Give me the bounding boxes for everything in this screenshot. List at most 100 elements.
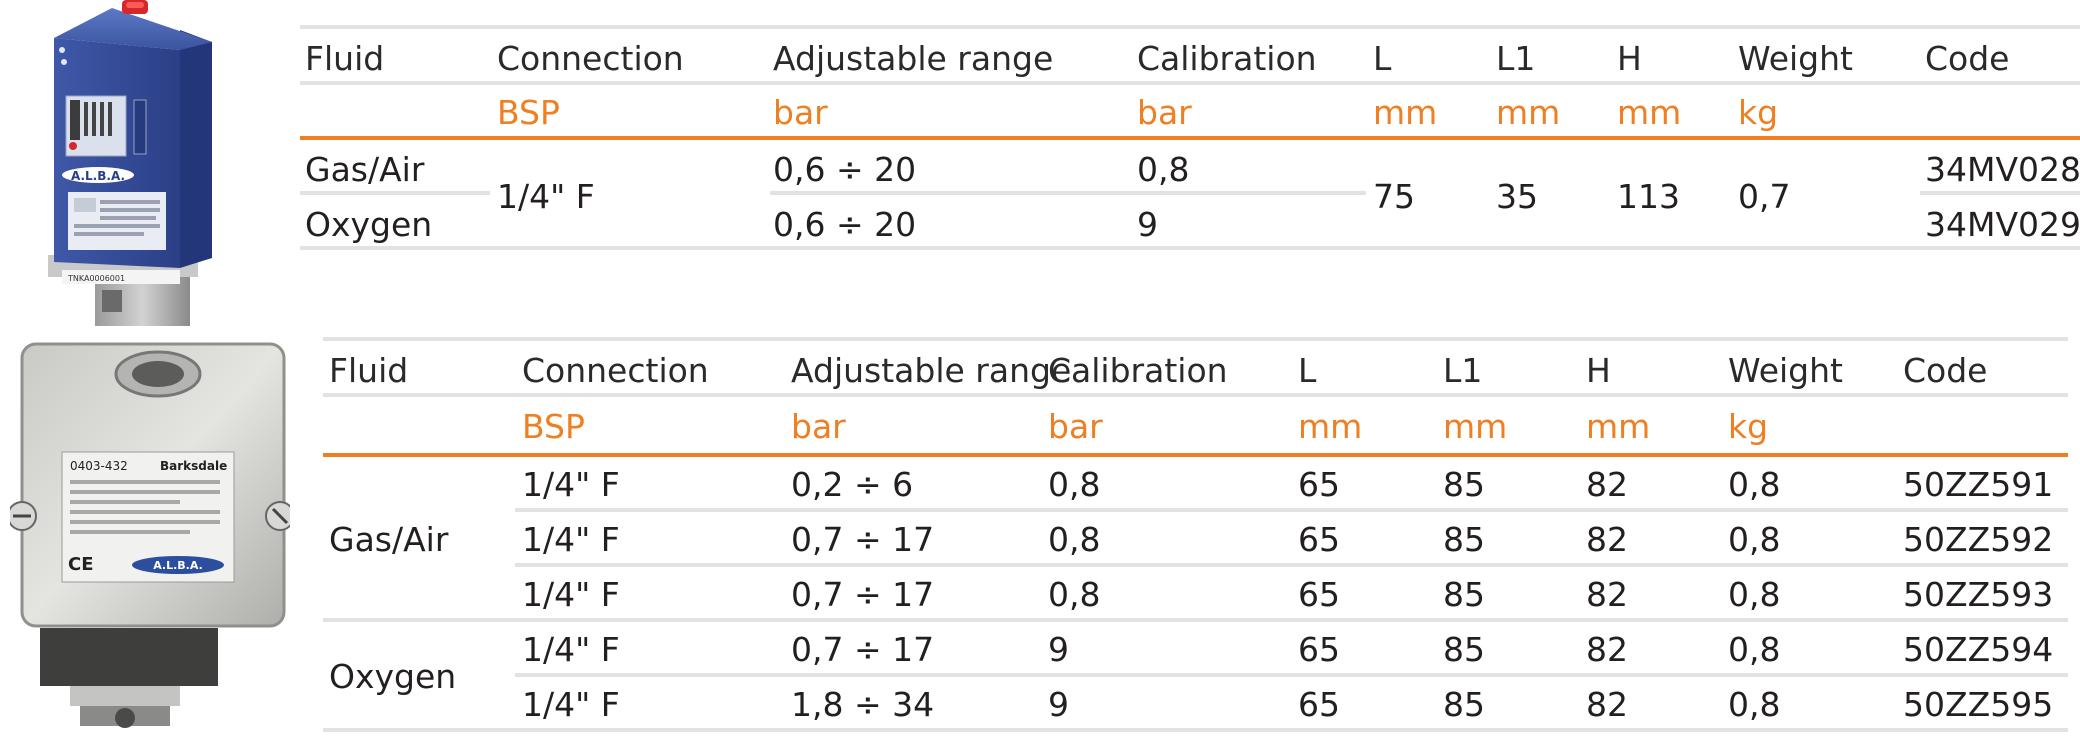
t2-group1-fluid: Gas/Air [329, 520, 449, 559]
t2-r3-range: 0,7 ÷ 17 [791, 575, 935, 614]
table1-header-divider [300, 81, 2080, 85]
t2-header-calibration: Calibration [1048, 351, 1228, 390]
t2-r5-l1: 85 [1443, 685, 1485, 724]
maker-label-2: Barksdale [160, 459, 227, 473]
t2-r5-weight: 0,8 [1728, 685, 1781, 724]
t2-unit-h: mm [1586, 407, 1651, 446]
t2-r1-weight: 0,8 [1728, 465, 1781, 504]
table2-row4-divider [515, 673, 2068, 677]
table1-orange-divider [300, 136, 2080, 140]
t2-r1-h: 82 [1586, 465, 1628, 504]
t2-r4-l: 65 [1298, 630, 1340, 669]
t2-r4-h: 82 [1586, 630, 1628, 669]
table2-row1-divider [515, 508, 2068, 512]
t2-r4-code: 50ZZ594 [1903, 630, 2054, 669]
table2-top-border [323, 337, 2068, 341]
t1-header-code: Code [1925, 39, 2010, 78]
t2-r5-code: 50ZZ595 [1903, 685, 2054, 724]
table2-header-divider [323, 393, 2068, 397]
t2-header-l: L [1298, 351, 1317, 390]
t1-header-calibration: Calibration [1137, 39, 1317, 78]
t2-header-h: H [1586, 351, 1611, 390]
svg-text:CE: CE [68, 554, 94, 575]
t1-unit-weight: kg [1738, 93, 1779, 132]
t2-r3-l: 65 [1298, 575, 1340, 614]
alba-logo-1: A.L.B.A. [71, 169, 125, 183]
t2-header-connection: Connection [522, 351, 709, 390]
t2-unit-l1: mm [1443, 407, 1508, 446]
t2-header-code: Code [1903, 351, 1988, 390]
t1-header-connection: Connection [497, 39, 684, 78]
label-code-2: 0403-432 [70, 459, 128, 473]
t2-r2-h: 82 [1586, 520, 1628, 559]
t1-unit-h: mm [1617, 93, 1682, 132]
t1-r2-calibration: 9 [1137, 205, 1158, 244]
t1-header-fluid: Fluid [305, 39, 385, 78]
t2-r5-l: 65 [1298, 685, 1340, 724]
t1-r2-fluid: Oxygen [305, 205, 433, 244]
t1-r2-code: 34MV029 [1925, 205, 2080, 244]
t2-r4-l1: 85 [1443, 630, 1485, 669]
t2-r4-calibration: 9 [1048, 630, 1069, 669]
t2-unit-range: bar [791, 407, 846, 446]
t1-r1-code: 34MV028 [1925, 150, 2080, 189]
table2-orange-divider [323, 453, 2068, 457]
t2-r4-range: 0,7 ÷ 17 [791, 630, 935, 669]
t2-r1-connection: 1/4" F [522, 465, 620, 504]
t2-r2-l1: 85 [1443, 520, 1485, 559]
table2-row2-divider [515, 563, 2068, 567]
t1-header-l1: L1 [1496, 39, 1536, 78]
t2-r5-range: 1,8 ÷ 34 [791, 685, 935, 724]
t1-r1-fluid: Gas/Air [305, 150, 425, 189]
t1-l: 75 [1373, 177, 1415, 216]
t2-header-range: Adjustable range [791, 351, 1072, 390]
t2-r4-weight: 0,8 [1728, 630, 1781, 669]
t2-unit-weight: kg [1728, 407, 1769, 446]
t2-r3-connection: 1/4" F [522, 575, 620, 614]
t2-r1-calibration: 0,8 [1048, 465, 1101, 504]
t2-r2-range: 0,7 ÷ 17 [791, 520, 935, 559]
table2-bottom-border [323, 728, 2068, 732]
table1-row-divider-fluid [300, 191, 490, 195]
t2-r2-l: 65 [1298, 520, 1340, 559]
t2-r2-connection: 1/4" F [522, 520, 620, 559]
t1-unit-range: bar [773, 93, 828, 132]
t2-r2-calibration: 0,8 [1048, 520, 1101, 559]
t1-unit-l1: mm [1496, 93, 1561, 132]
t1-r2-range: 0,6 ÷ 20 [773, 205, 917, 244]
serial-label-1: TNKA0006001 [67, 274, 125, 283]
t2-r3-h: 82 [1586, 575, 1628, 614]
t2-r2-code: 50ZZ592 [1903, 520, 2054, 559]
t1-h: 113 [1617, 177, 1680, 216]
t1-header-h: H [1617, 39, 1642, 78]
t1-header-weight: Weight [1738, 39, 1853, 78]
t2-group2-fluid: Oxygen [329, 657, 457, 696]
table1-row-divider-code [1920, 191, 2080, 195]
t2-r5-calibration: 9 [1048, 685, 1069, 724]
table1-bottom-border [300, 246, 2080, 250]
t1-l1: 35 [1496, 177, 1538, 216]
pressure-switch-image-1: A.L.B.A. TNKA0006001 [48, 0, 212, 326]
t1-weight: 0,7 [1738, 177, 1791, 216]
t1-unit-calibration: bar [1137, 93, 1192, 132]
t2-r3-code: 50ZZ593 [1903, 575, 2054, 614]
table2-group-divider [323, 618, 2068, 622]
t2-r3-weight: 0,8 [1728, 575, 1781, 614]
t2-header-weight: Weight [1728, 351, 1843, 390]
t1-unit-connection: BSP [497, 93, 560, 132]
t1-connection: 1/4" F [497, 177, 595, 216]
t2-r5-h: 82 [1586, 685, 1628, 724]
t2-r1-code: 50ZZ591 [1903, 465, 2054, 504]
t2-r1-l: 65 [1298, 465, 1340, 504]
t2-header-fluid: Fluid [329, 351, 409, 390]
t2-r5-connection: 1/4" F [522, 685, 620, 724]
t2-r3-l1: 85 [1443, 575, 1485, 614]
table1-top-border [300, 25, 2080, 29]
t2-header-l1: L1 [1443, 351, 1483, 390]
alba-logo-2: A.L.B.A. [153, 559, 203, 572]
t2-unit-calibration: bar [1048, 407, 1103, 446]
t2-r1-l1: 85 [1443, 465, 1485, 504]
t2-unit-connection: BSP [522, 407, 585, 446]
t1-unit-l: mm [1373, 93, 1438, 132]
table1-row-divider-range [770, 191, 1366, 195]
